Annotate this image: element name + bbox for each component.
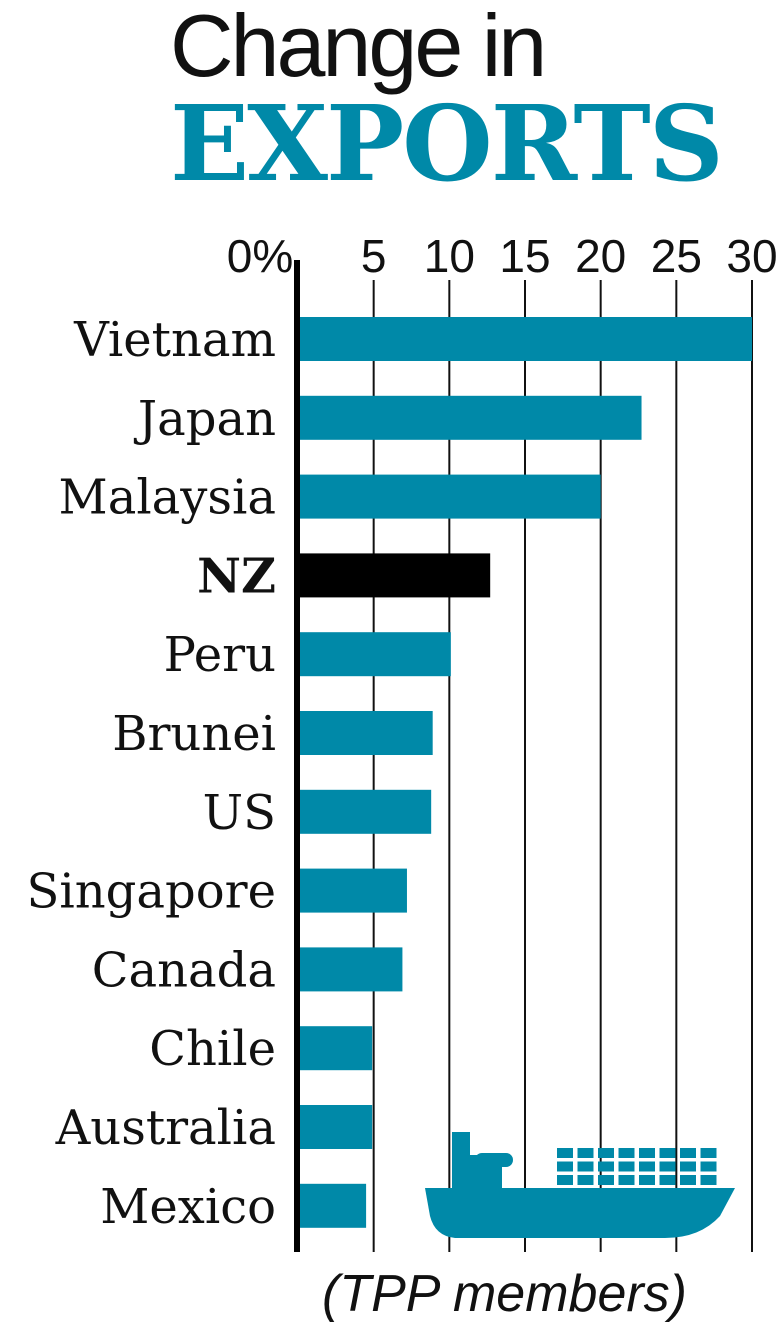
cargo-ship-icon — [425, 1132, 735, 1238]
category-label-chile: Chile — [149, 1021, 276, 1077]
bar-brunei — [298, 711, 433, 755]
category-label-nz: NZ — [197, 548, 276, 604]
gridlines — [372, 280, 753, 1252]
bar-australia — [298, 1105, 373, 1149]
category-label-australia: Australia — [55, 1100, 276, 1156]
x-axis-ticks: 0% 5 10 15 20 25 30 — [227, 230, 778, 282]
category-label-japan: Japan — [133, 391, 276, 447]
bar-singapore — [298, 868, 407, 913]
bars — [298, 317, 752, 1228]
bar-peru — [298, 632, 451, 677]
category-label-vietnam: Vietnam — [73, 312, 276, 368]
category-label-brunei: Brunei — [112, 706, 276, 762]
category-label-us: US — [203, 785, 276, 841]
x-tick-label: 5 — [361, 230, 387, 282]
bar-chile — [298, 1026, 373, 1071]
x-tick-label: 30 — [726, 230, 777, 282]
chart-footnote: (TPP members) — [322, 1265, 687, 1323]
x-tick-label: 15 — [499, 230, 550, 282]
chart-title-line2: EXPORTS — [170, 82, 724, 205]
bar-us — [298, 789, 432, 834]
bar-nz — [298, 553, 491, 598]
bar-vietnam — [298, 317, 752, 361]
x-tick-label: 20 — [575, 230, 626, 282]
bar-mexico — [298, 1183, 367, 1228]
x-tick-label: 25 — [651, 230, 702, 282]
x-tick-label: 10 — [424, 230, 475, 282]
x-tick-label: 0% — [227, 230, 293, 282]
bar-canada — [298, 947, 403, 992]
category-label-mexico: Mexico — [100, 1179, 276, 1235]
category-labels: Vietnam Japan Malaysia NZ Peru Brunei US Singap… — [27, 312, 276, 1235]
category-label-peru: Peru — [164, 627, 276, 683]
chart-title-line1: Change in — [170, 0, 547, 95]
category-label-canada: Canada — [92, 942, 276, 998]
bar-japan — [298, 395, 642, 440]
bar-malaysia — [298, 474, 601, 519]
category-label-malaysia: Malaysia — [59, 470, 276, 526]
category-label-singapore: Singapore — [27, 864, 276, 920]
